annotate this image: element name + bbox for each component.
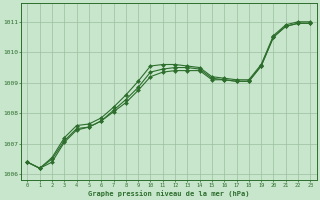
X-axis label: Graphe pression niveau de la mer (hPa): Graphe pression niveau de la mer (hPa) <box>88 190 250 197</box>
